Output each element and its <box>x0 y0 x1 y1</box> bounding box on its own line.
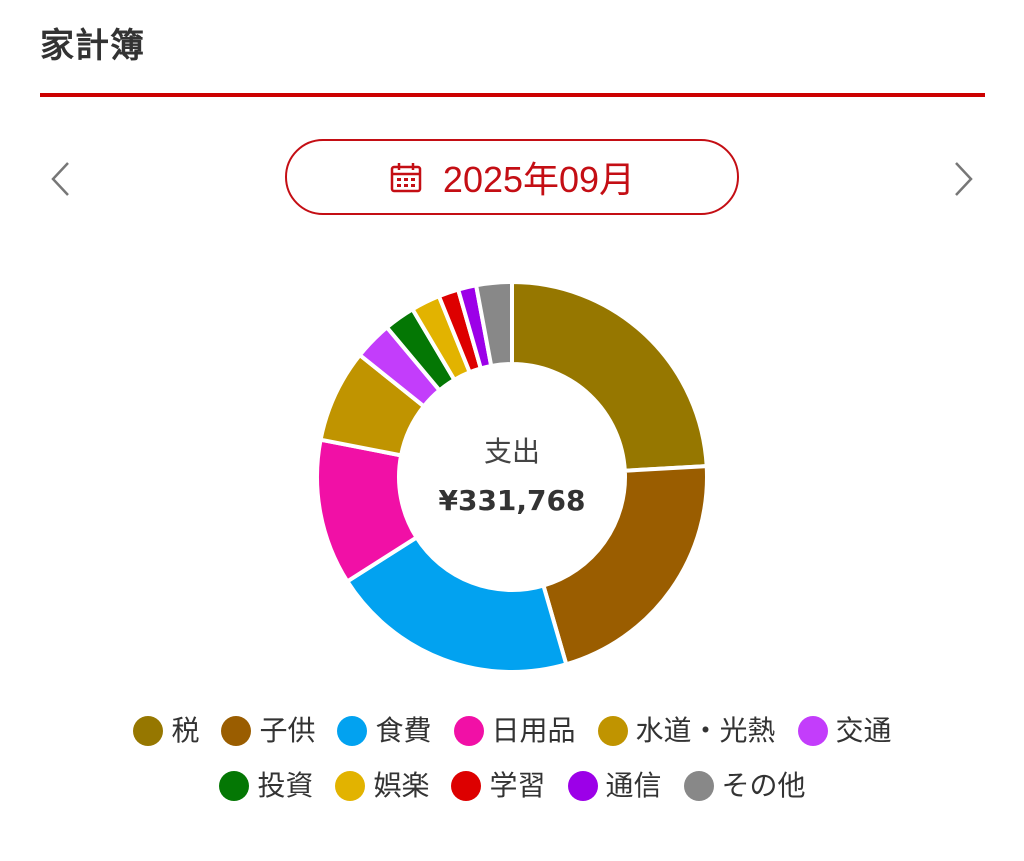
legend-label: 税 <box>171 714 200 747</box>
page-title: 家計簿 <box>40 26 145 66</box>
chart-legend: 税 子供 食費 日用品 水道・光熱 交通投資 娯楽 学習 通信 その他 <box>40 713 985 804</box>
next-month-button[interactable] <box>940 155 988 203</box>
legend-swatch <box>453 716 484 746</box>
legend-swatch <box>797 716 828 746</box>
chevron-left-icon <box>51 162 69 196</box>
legend-item[interactable]: 子供 <box>221 713 315 749</box>
legend-label: 投資 <box>257 769 314 802</box>
legend-swatch <box>567 771 598 801</box>
month-selector-button[interactable]: 2025年09月 <box>285 139 739 215</box>
legend-swatch <box>219 771 250 801</box>
donut-slice-2[interactable] <box>344 534 569 674</box>
title-divider <box>40 93 985 97</box>
legend-swatch <box>335 771 366 801</box>
legend-item[interactable]: 通信 <box>567 768 662 804</box>
legend-row-1: 投資 娯楽 学習 通信 その他 <box>219 768 806 804</box>
calendar-icon <box>390 163 422 193</box>
prev-month-button[interactable] <box>36 155 84 203</box>
legend-row-0: 税 子供 食費 日用品 水道・光熱 交通 <box>133 713 892 749</box>
legend-swatch <box>597 716 628 746</box>
legend-item[interactable]: 交通 <box>797 713 892 749</box>
legend-item[interactable]: 投資 <box>219 768 313 804</box>
donut-slice-0[interactable] <box>510 279 709 473</box>
legend-item[interactable]: 食費 <box>337 713 432 749</box>
legend-label: 水道・光熱 <box>635 714 776 747</box>
legend-item[interactable]: 税 <box>133 713 199 749</box>
expense-donut-chart <box>0 270 1024 690</box>
legend-label: 娯楽 <box>373 769 430 802</box>
legend-swatch <box>451 771 482 801</box>
donut-slice-10[interactable] <box>473 279 514 369</box>
legend-label: 日用品 <box>491 714 576 747</box>
legend-swatch <box>683 771 714 801</box>
donut-slice-1[interactable] <box>540 464 709 667</box>
legend-label: 食費 <box>375 714 432 747</box>
chevron-right-icon <box>955 162 973 196</box>
legend-label: 交通 <box>835 714 892 747</box>
chart-center-total: ¥331,768 <box>438 484 586 517</box>
legend-label: 通信 <box>605 769 662 802</box>
legend-swatch <box>221 716 252 746</box>
legend-swatch <box>337 716 368 746</box>
legend-label: その他 <box>721 769 806 802</box>
donut-svg <box>315 279 709 674</box>
legend-swatch <box>133 716 164 746</box>
legend-label: 子供 <box>259 714 316 747</box>
legend-item[interactable]: 日用品 <box>453 713 576 749</box>
legend-item[interactable]: 娯楽 <box>335 768 429 804</box>
chart-center-label: 支出 <box>483 435 540 468</box>
legend-item[interactable]: その他 <box>683 768 806 804</box>
legend-item[interactable]: 学習 <box>451 768 546 804</box>
legend-item[interactable]: 水道・光熱 <box>597 713 776 749</box>
month-label: 2025年09月 <box>442 159 636 200</box>
legend-label: 学習 <box>489 769 546 802</box>
